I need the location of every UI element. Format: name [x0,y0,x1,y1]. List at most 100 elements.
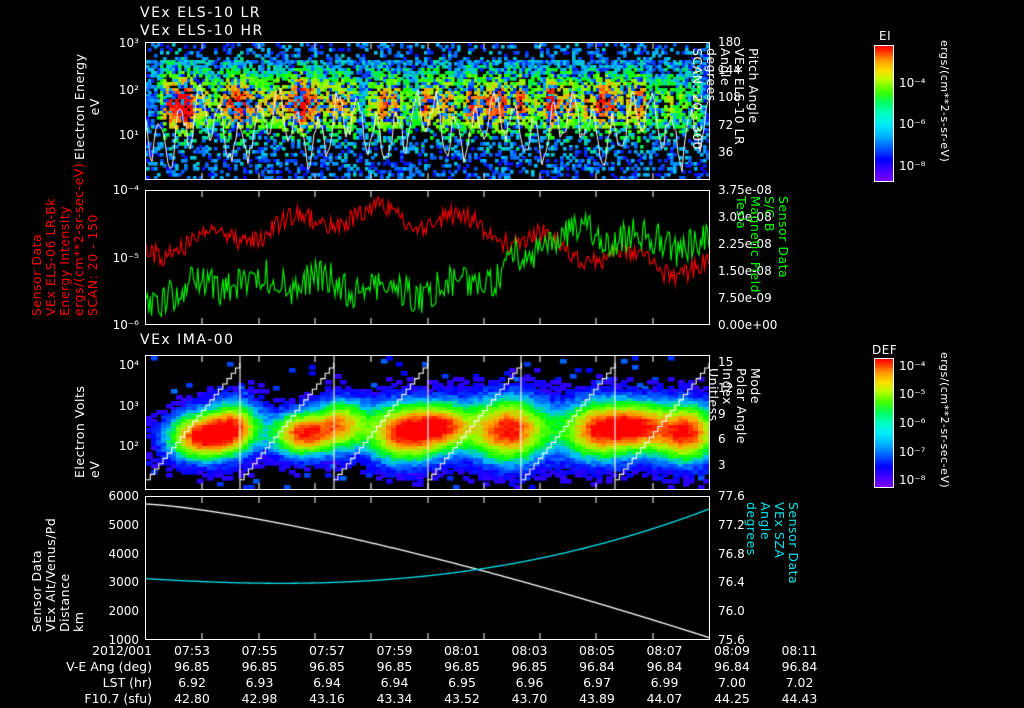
panel2-lineplot-canvas [146,191,709,324]
panel3-colorbar [874,358,894,488]
axis-tick-label: 4000 [108,546,139,561]
table-cell: 43.52 [444,691,480,706]
axis-label-line: S/C B [762,196,777,232]
axis-tick-label: 6 [718,432,726,447]
table-cell: 43.34 [376,691,413,706]
table-cell: 96.85 [174,659,210,674]
panel1-spectrogram-canvas [146,43,709,179]
table-cell: 08:03 [511,643,548,658]
axis-tick-label: 3.75e-08 [718,183,772,197]
axis-tick-label: 36 [718,145,734,160]
panel3-colorbar-title: DEF [872,343,898,357]
table-cell: 6.99 [650,675,679,690]
axis-tick-label: 15 [718,355,734,370]
table-row-label: LST (hr) [102,675,152,690]
axis-tick-label: 10⁻⁶ [112,318,139,332]
panel4-plot-area [145,496,710,640]
axis-label-line: Unitless [706,368,721,422]
panel1-colorbar-gradient [875,46,893,181]
axis-tick-label: 5000 [108,517,139,532]
panel3-colorbar-gradient [875,359,893,487]
panel3-title: VEx IMA-00 [140,332,235,348]
table-cell: 6.94 [313,675,341,690]
panel2-right-axis-label: Sensor Data S/C B Magnetic Field Tesla [734,196,791,294]
axis-tick-label: 0.00e+00 [718,318,778,332]
axis-tick-label: 144 [718,62,741,77]
panel1-right-axis-label: Pitch Angle VEx ELS-10 LR Angle degrees SCAN… [690,48,761,150]
axis-label-line: SCAN: 20 - 300 [690,48,705,150]
table-cell: 96.84 [714,659,750,674]
table-row-label: V-E Ang (deg) [66,659,152,674]
axis-tick-label: 75.6 [718,633,745,647]
panel3-spectrogram-canvas [146,356,709,489]
table-cell: 6.97 [583,675,611,690]
panel2-plot-area [145,190,710,325]
axis-label-line: Magnetic Field [748,196,763,294]
table-cell: 96.84 [781,659,818,674]
table-cell: 96.85 [309,659,345,674]
axis-tick-label: 10⁻⁸ [899,473,926,488]
panel1-title-line1: VEx ELS-10 LR [140,5,262,21]
axis-tick-label: 10² [118,82,139,97]
table-cell: 43.89 [579,691,615,706]
table-cell: 07:59 [376,643,413,658]
table-cell: 96.85 [376,659,413,674]
axis-tick-label: 10¹ [118,128,139,143]
axis-label-line: Sensor Data [786,502,801,585]
axis-tick-label: 6000 [108,489,139,503]
table-row-label: 2012/001 [92,643,152,658]
axis-tick-label: 108 [718,90,741,105]
table-cell: 43.70 [511,691,548,706]
axis-label-line: eV [87,98,102,116]
table-cell: 43.16 [309,691,345,706]
panel1-colorbar-title: EI [879,29,892,43]
table-cell: 44.25 [714,691,750,706]
table-cell: 07:57 [308,643,346,658]
axis-tick-label: 9 [718,406,726,421]
axis-label-line: Angle [718,48,733,87]
axis-tick-label: 10⁻⁷ [899,444,926,459]
axis-label-line: Index [720,368,735,405]
panel3-plot-area [145,355,710,490]
axis-tick-label: 77.2 [718,517,745,532]
axis-tick-label: 1.50e-08 [718,264,772,278]
axis-tick-label: 76.8 [718,546,745,561]
axis-label-line: Electron Energy [72,53,87,160]
table-cell: 96.84 [579,659,615,674]
table-cell: 08:11 [781,643,818,658]
axis-tick-label: 12 [718,381,734,396]
axis-tick-label: 1000 [108,633,139,647]
axis-label-line: VEx ELS-10 LR [732,48,747,146]
axis-tick-label: 2000 [108,604,139,619]
axis-tick-label: 77.6 [718,489,745,503]
panel1-left-axis-label: Electron Energy eV [72,53,102,160]
table-row-label: F10.7 (sfu) [84,691,152,706]
table-cell: 42.80 [174,691,210,706]
axis-tick-label: 3000 [108,575,139,590]
table-cell: 6.93 [245,675,274,690]
table-cell: 7.00 [718,675,746,690]
table-cell: 08:07 [646,643,683,658]
panel1-title-line2: VEx ELS-10 HR [140,23,264,39]
table-cell: 44.43 [781,691,818,706]
axis-tick-label: 72 [718,117,734,132]
axis-label-line: Pitch Angle [746,48,761,124]
axis-tick-label: 10⁴ [118,358,139,373]
axis-label-line: Mode [748,368,763,405]
table-cell: 6.95 [448,675,476,690]
panel3-right-axis-label: Mode Polar Angle Index Unitless [706,368,763,444]
panel1-colorbar [874,45,894,182]
axis-tick-label: 10⁻⁵ [112,250,139,265]
axis-label-line: Tesla [734,196,749,230]
table-cell: 96.85 [444,659,480,674]
axis-label-line: Sensor Data [776,196,791,279]
table-cell: 08:09 [713,643,751,658]
axis-tick-label: 2.25e-08 [718,237,772,251]
axis-tick-label: 10³ [118,36,139,51]
table-cell: 96.84 [646,659,683,674]
axis-tick-label: 10⁻⁴ [899,358,926,373]
table-cell: 6.94 [380,675,409,690]
table-cell: 6.96 [515,675,544,690]
panel1-plot-area [145,42,710,180]
